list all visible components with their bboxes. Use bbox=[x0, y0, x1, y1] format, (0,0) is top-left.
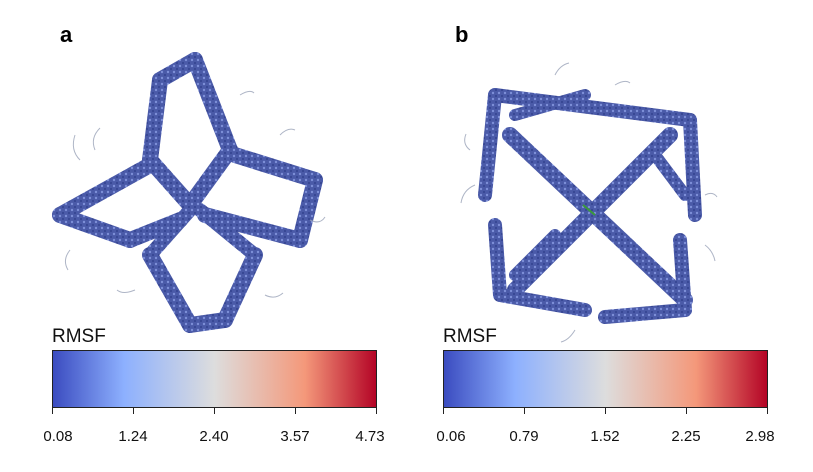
panel-a-tick bbox=[214, 408, 215, 414]
panel-a-tick-label: 1.24 bbox=[118, 428, 148, 445]
panel-a-tick bbox=[52, 408, 53, 414]
panel-b-tick bbox=[686, 408, 687, 414]
panel-b-tick bbox=[605, 408, 606, 414]
panel-a-label: a bbox=[60, 22, 73, 47]
panel-b-tick-label: 0.79 bbox=[509, 428, 539, 445]
panel-b-tick-label: 2.25 bbox=[671, 428, 701, 445]
panel-a-tick-label: 2.40 bbox=[199, 428, 229, 445]
panel-b-label: b bbox=[455, 22, 469, 47]
panel-b-tick-label: 0.06 bbox=[436, 428, 466, 445]
panel-b-tick-label: 1.52 bbox=[590, 428, 620, 445]
panel-b-tick bbox=[443, 408, 444, 414]
panel-b-structure-image bbox=[460, 62, 718, 343]
panel-a-tick bbox=[295, 408, 296, 414]
panel-b-tick bbox=[524, 408, 525, 414]
panel-b-colorbar-title: RMSF bbox=[443, 326, 497, 347]
panel-b-colorbar bbox=[443, 350, 768, 408]
panel-b-tick-label: 2.98 bbox=[745, 428, 775, 445]
panel-a-tick-label: 3.57 bbox=[280, 428, 310, 445]
panel-a-colorbar-title: RMSF bbox=[52, 326, 106, 347]
panel-a-tick-label: 0.08 bbox=[43, 428, 73, 445]
panel-a-tick-label: 4.73 bbox=[355, 428, 385, 445]
panel-a-tick bbox=[376, 408, 377, 414]
panel-a-tick bbox=[133, 408, 134, 414]
panel-b-tick bbox=[767, 408, 768, 414]
panel-a-structure-image bbox=[52, 52, 326, 333]
panel-a-colorbar bbox=[52, 350, 377, 408]
